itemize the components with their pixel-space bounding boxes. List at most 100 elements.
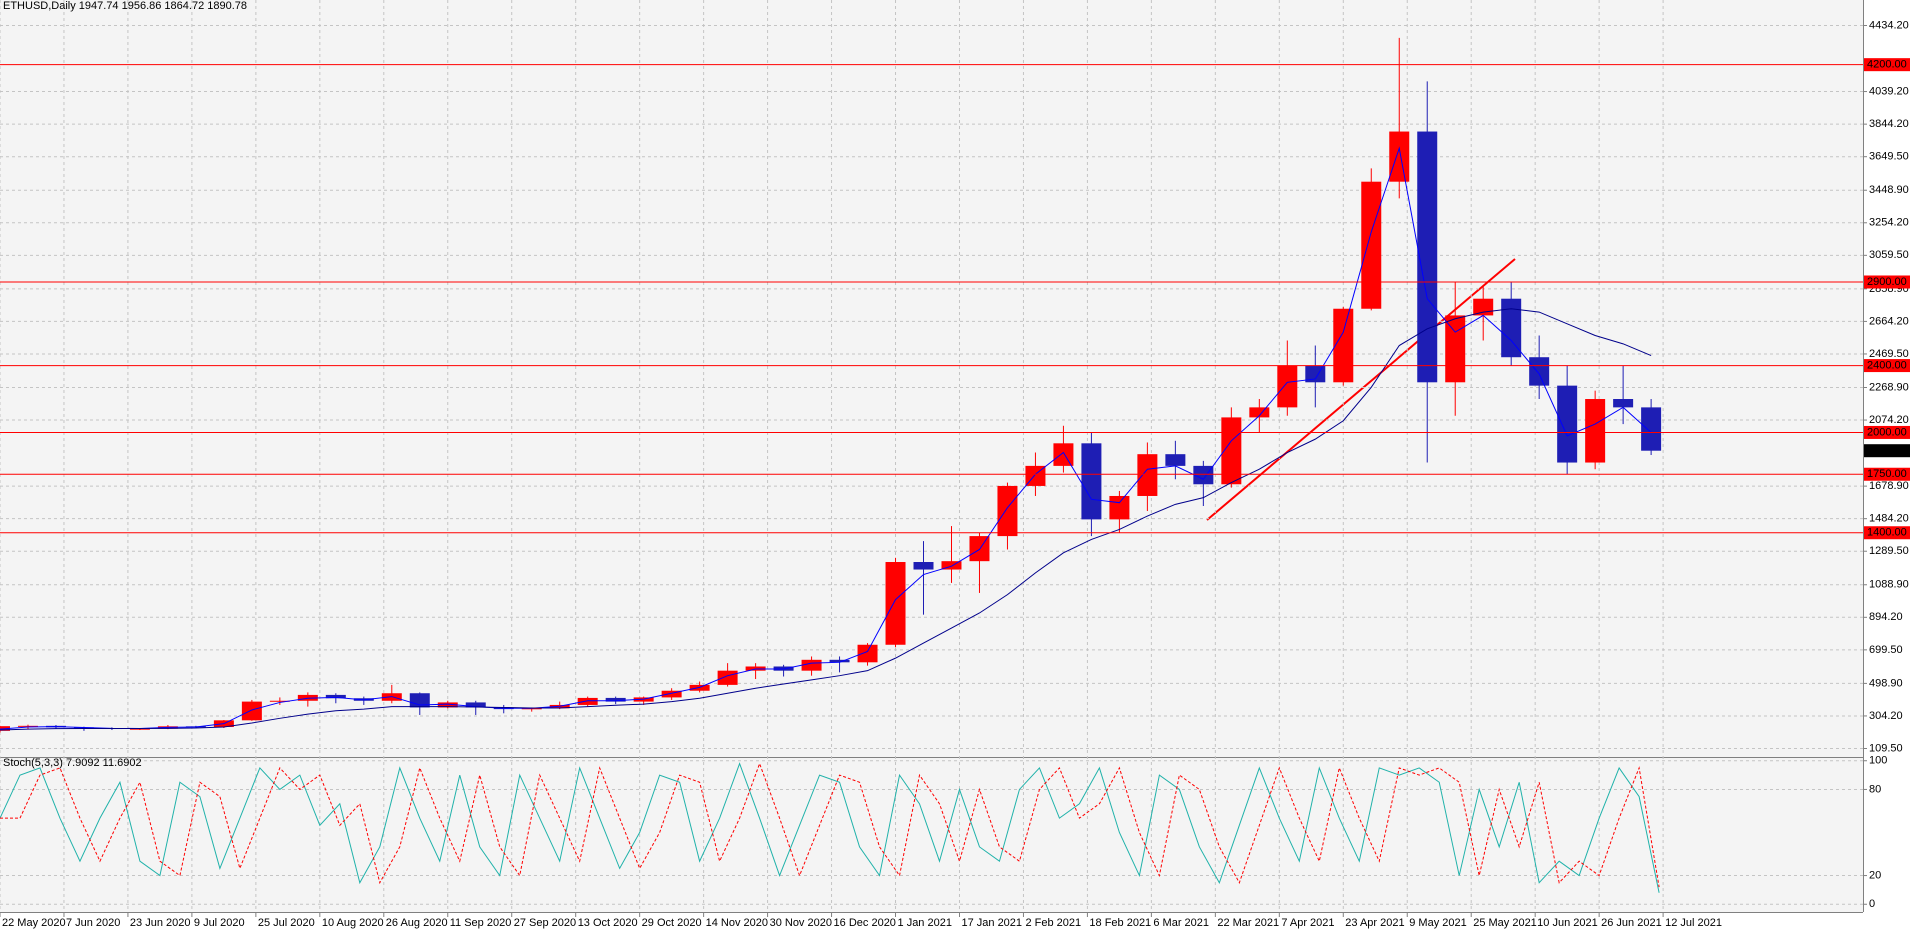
x-tick-label: 12 Jul 2021 <box>1665 917 1722 929</box>
y-tick-label: 3448.90 <box>1869 184 1909 196</box>
x-tick-label: 23 Jun 2020 <box>130 917 191 929</box>
candle-body <box>437 702 458 708</box>
x-tick-label: 7 Apr 2021 <box>1281 917 1334 929</box>
y-tick-label: 109.50 <box>1869 742 1903 754</box>
candle-body <box>1473 298 1494 316</box>
y-tick-label: 1678.90 <box>1869 480 1909 492</box>
candle-body <box>1221 417 1242 485</box>
x-tick-label: 22 May 2020 <box>2 917 66 929</box>
y-tick-label: 1088.90 <box>1869 579 1909 591</box>
y-tick-label: 498.90 <box>1869 677 1903 689</box>
y-tick-label: 2074.20 <box>1869 414 1909 426</box>
level-tag <box>1864 275 1910 289</box>
candle-body <box>1641 407 1662 451</box>
candle-body <box>885 562 906 645</box>
y-tick-label: 2664.20 <box>1869 315 1909 327</box>
candle-body <box>17 725 38 727</box>
candle-body <box>605 697 626 702</box>
candle-body <box>661 690 682 698</box>
price-label: 1890.78 <box>1867 445 1907 457</box>
candle-body <box>1585 399 1606 463</box>
candle-body <box>1361 181 1382 309</box>
candle-body <box>1501 298 1522 358</box>
y-tick-label: 304.20 <box>1869 710 1903 722</box>
x-tick-label: 29 Oct 2020 <box>642 917 702 929</box>
x-tick-label: 26 Jun 2021 <box>1601 917 1662 929</box>
level-label: 1750.00 <box>1867 468 1907 480</box>
x-tick-label: 18 Feb 2021 <box>1089 917 1151 929</box>
stoch-line <box>0 762 1660 893</box>
x-tick-label: 1 Jan 2021 <box>898 917 952 929</box>
candle-body <box>1417 131 1438 383</box>
y-tick-label: 1484.20 <box>1869 513 1909 525</box>
x-tick-label: 10 Jun 2021 <box>1537 917 1598 929</box>
x-tick-label: 14 Nov 2020 <box>706 917 768 929</box>
candle-body <box>241 701 262 721</box>
x-tick-label: 16 Dec 2020 <box>834 917 896 929</box>
y-tick-label: 100 <box>1869 755 1887 767</box>
candle-body <box>1109 495 1130 520</box>
candle-body <box>1053 443 1074 466</box>
y-tick-label: 3844.20 <box>1869 118 1909 130</box>
candle-body <box>857 644 878 663</box>
y-tick-label: 80 <box>1869 783 1881 795</box>
x-tick-label: 9 May 2021 <box>1409 917 1466 929</box>
x-tick-label: 27 Sep 2020 <box>514 917 576 929</box>
candle-body <box>1165 454 1186 466</box>
level-label: 2900.00 <box>1867 276 1907 288</box>
x-tick-label: 9 Jul 2020 <box>194 917 245 929</box>
candle-body <box>1137 454 1158 496</box>
y-tick-label: 3649.50 <box>1869 151 1909 163</box>
candle-body <box>1529 357 1550 386</box>
candle-body <box>1249 407 1270 418</box>
y-tick-label: 1289.50 <box>1869 545 1909 557</box>
x-tick-label: 22 Mar 2021 <box>1217 917 1279 929</box>
indicator-title: Stoch(5,3,3) 7.9092 11.6902 <box>3 757 142 769</box>
y-tick-label: 2268.90 <box>1869 381 1909 393</box>
candle-body <box>577 697 598 705</box>
x-tick-label: 17 Jan 2021 <box>961 917 1022 929</box>
x-tick-label: 7 Jun 2020 <box>66 917 120 929</box>
candle-body <box>325 694 346 699</box>
moving-average <box>0 308 1652 731</box>
candle-body <box>465 702 486 708</box>
x-tick-label: 30 Nov 2020 <box>770 917 832 929</box>
candle-body <box>1193 465 1214 485</box>
candle-body <box>1333 308 1354 383</box>
level-tag <box>1864 526 1910 540</box>
x-tick-label: 25 Jul 2020 <box>258 917 315 929</box>
level-tag <box>1864 467 1910 481</box>
level-tag <box>1864 58 1910 72</box>
candle-body <box>941 561 962 570</box>
x-tick-label: 11 Sep 2020 <box>450 917 512 929</box>
level-tag <box>1864 359 1910 373</box>
candle-body <box>1613 399 1634 408</box>
x-tick-label: 6 Mar 2021 <box>1153 917 1209 929</box>
price-tag <box>1864 444 1910 458</box>
y-tick-label: 2469.50 <box>1869 348 1909 360</box>
candle-body <box>829 659 850 663</box>
chart-title: ETHUSD,Daily 1947.74 1956.86 1864.72 189… <box>3 0 247 12</box>
y-tick-label: 4039.20 <box>1869 85 1909 97</box>
level-label: 2000.00 <box>1867 426 1907 438</box>
plot-background <box>0 0 1863 912</box>
level-label: 2400.00 <box>1867 359 1907 371</box>
x-tick-label: 2 Feb 2021 <box>1025 917 1081 929</box>
x-tick-label: 23 Apr 2021 <box>1345 917 1404 929</box>
x-tick-label: 10 Aug 2020 <box>322 917 384 929</box>
candle-body <box>269 700 290 702</box>
y-tick-label: 3254.20 <box>1869 217 1909 229</box>
x-tick-label: 25 May 2021 <box>1473 917 1537 929</box>
y-tick-label: 4434.20 <box>1869 19 1909 31</box>
candle-body <box>1277 365 1298 408</box>
candle-body <box>801 659 822 671</box>
candle-body <box>1081 443 1102 520</box>
x-tick-label: 26 Aug 2020 <box>386 917 448 929</box>
candle-body <box>997 485 1018 537</box>
candle-body <box>1445 315 1466 383</box>
level-label: 1400.00 <box>1867 527 1907 539</box>
stoch-line <box>0 762 1660 888</box>
level-label: 4200.00 <box>1867 59 1907 71</box>
